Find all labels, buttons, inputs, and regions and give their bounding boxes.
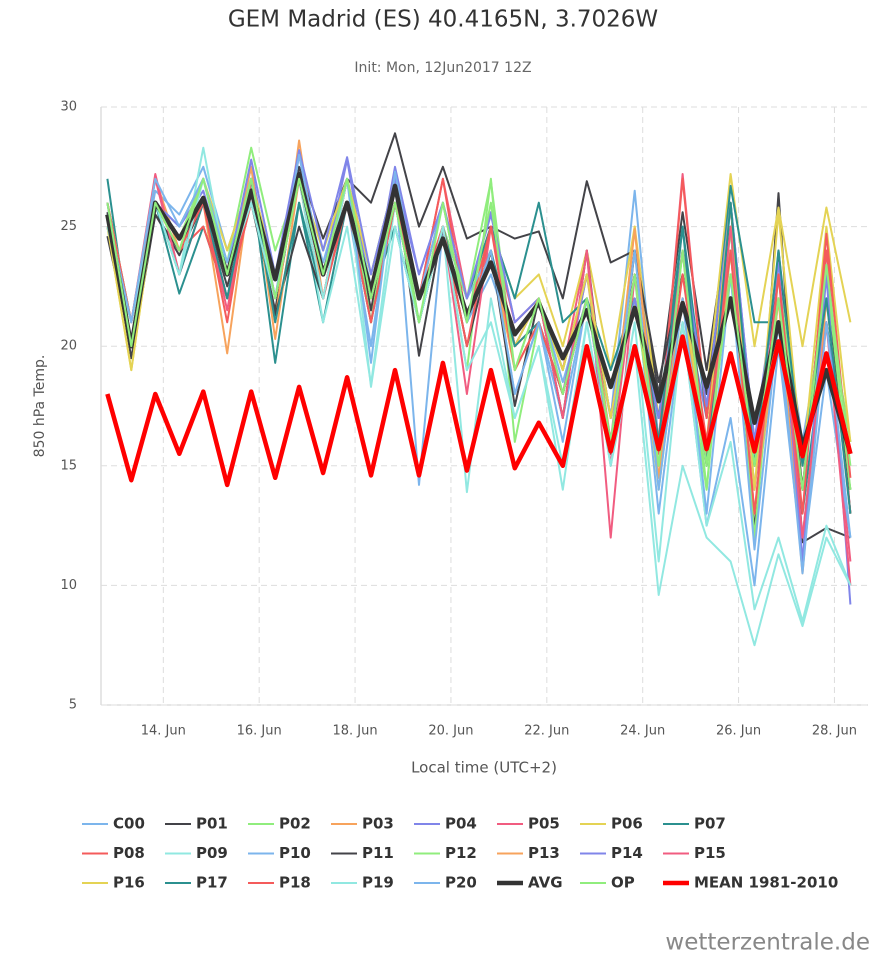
legend-label: P08 bbox=[113, 844, 145, 862]
x-tick-label: 14. Jun bbox=[141, 724, 186, 739]
chart-title: GEM Madrid (ES) 40.4165N, 3.7026W bbox=[228, 7, 658, 33]
watermark: wetterzentrale.de bbox=[665, 930, 870, 956]
y-tick-label: 30 bbox=[60, 100, 77, 115]
y-tick-label: 10 bbox=[60, 578, 77, 593]
y-tick-label: 5 bbox=[69, 698, 77, 713]
x-tick-label: 22. Jun bbox=[524, 724, 569, 739]
y-tick-label: 15 bbox=[60, 458, 77, 473]
legend-label: P14 bbox=[611, 844, 643, 862]
legend-label: P07 bbox=[694, 815, 726, 833]
legend-label: P01 bbox=[196, 815, 228, 833]
y-axis-title: 850 hPa Temp. bbox=[32, 355, 48, 458]
series-line bbox=[106, 177, 852, 587]
x-axis-title: Local time (UTC+2) bbox=[411, 759, 557, 777]
y-tick-label: 25 bbox=[60, 219, 77, 234]
x-tick-label: 26. Jun bbox=[716, 724, 761, 739]
series-line bbox=[106, 177, 852, 491]
legend-label: P18 bbox=[279, 874, 311, 892]
legend-label: P05 bbox=[528, 815, 560, 833]
legend-label: P04 bbox=[445, 815, 477, 833]
x-tick-label: 18. Jun bbox=[333, 724, 378, 739]
legend-label: P03 bbox=[362, 815, 394, 833]
legend-label: C00 bbox=[113, 815, 145, 833]
legend-label: P11 bbox=[362, 844, 394, 862]
legend-label: P20 bbox=[445, 874, 477, 892]
x-tick-label: 16. Jun bbox=[237, 724, 282, 739]
legend-label: P09 bbox=[196, 844, 228, 862]
x-tick-label: 24. Jun bbox=[620, 724, 665, 739]
legend-label: P10 bbox=[279, 844, 311, 862]
x-tick-label: 20. Jun bbox=[428, 724, 473, 739]
y-tick-label: 20 bbox=[60, 339, 77, 354]
series-line bbox=[105, 334, 853, 488]
chart-subtitle: Init: Mon, 12Jun2017 12Z bbox=[354, 60, 531, 76]
legend-label: OP bbox=[611, 874, 635, 892]
legend-label: AVG bbox=[528, 874, 563, 892]
legend-label: P17 bbox=[196, 874, 228, 892]
legend-label: MEAN 1981-2010 bbox=[694, 874, 838, 892]
legend-label: P15 bbox=[694, 844, 726, 862]
legend-label: P13 bbox=[528, 844, 560, 862]
legend-label: P06 bbox=[611, 815, 643, 833]
x-tick-label: 28. Jun bbox=[812, 724, 857, 739]
legend-label: P12 bbox=[445, 844, 477, 862]
legend-label: P19 bbox=[362, 874, 394, 892]
series-line bbox=[106, 177, 852, 586]
legend-label: P16 bbox=[113, 874, 145, 892]
legend-label: P02 bbox=[279, 815, 311, 833]
